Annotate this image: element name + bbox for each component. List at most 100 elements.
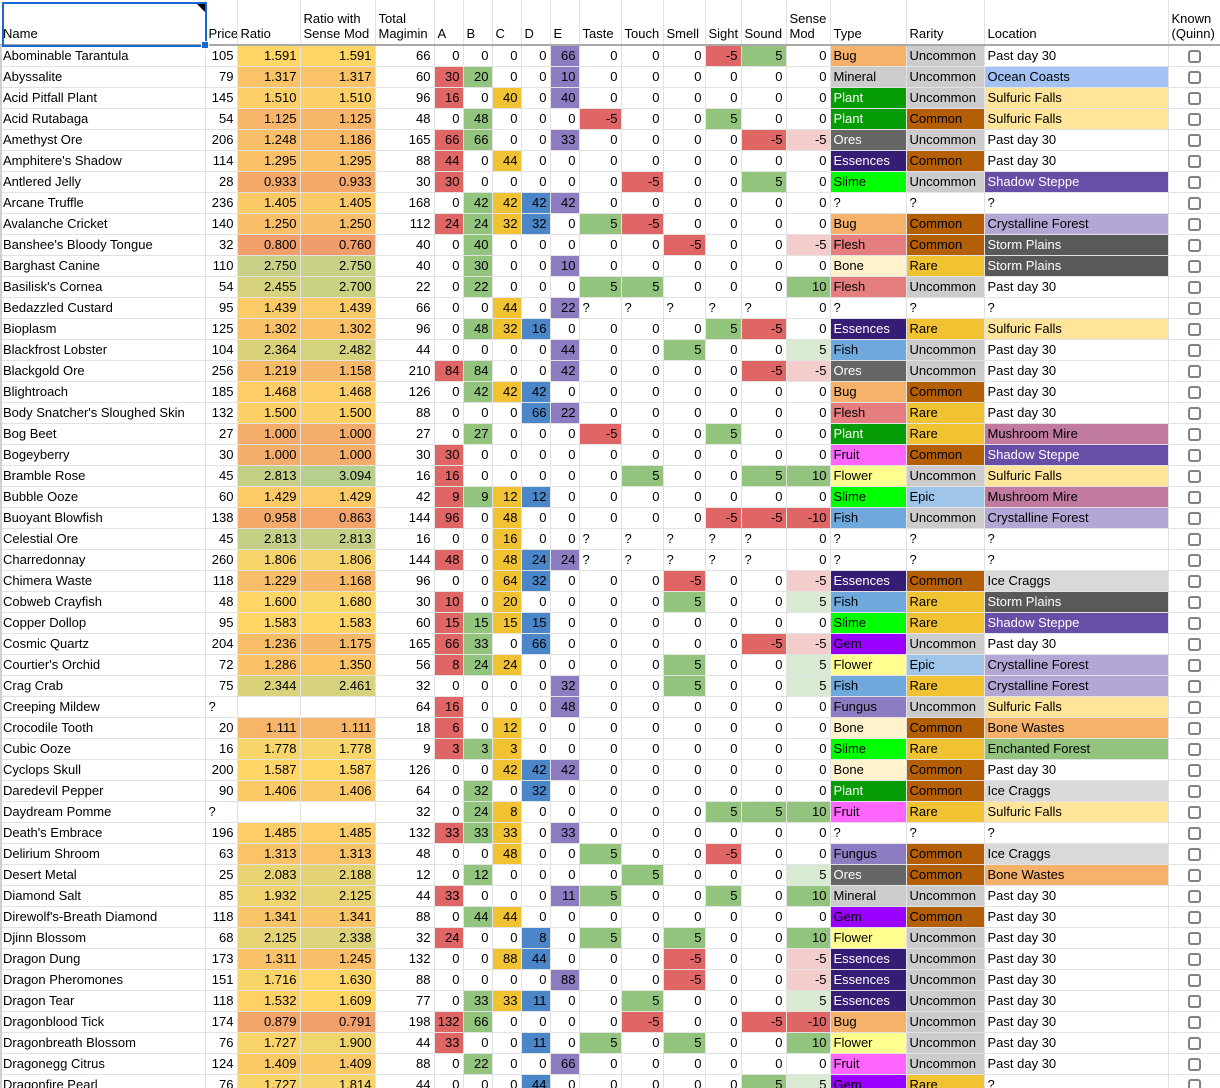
cell-location[interactable]: ? — [984, 549, 1169, 571]
cell-known[interactable] — [1168, 738, 1220, 760]
cell-taste[interactable]: 0 — [579, 717, 622, 739]
cell-ratio[interactable]: 1.778 — [237, 738, 301, 760]
cell-b[interactable]: 0 — [463, 969, 493, 991]
cell-total[interactable]: 48 — [375, 843, 435, 865]
cell-price[interactable]: 118 — [205, 906, 238, 928]
cell-ratio[interactable]: 1.510 — [237, 87, 301, 109]
cell-ratio_sm[interactable]: 1.630 — [300, 969, 376, 991]
cell-touch[interactable]: 0 — [621, 255, 664, 277]
cell-total[interactable]: 165 — [375, 129, 435, 151]
cell-ratio[interactable]: 1.500 — [237, 402, 301, 424]
cell-price[interactable]: 95 — [205, 297, 238, 319]
cell-touch[interactable]: 0 — [621, 1032, 664, 1054]
cell-known[interactable] — [1168, 780, 1220, 802]
cell-location[interactable]: Past day 30 — [984, 150, 1169, 172]
cell-taste[interactable]: 0 — [579, 402, 622, 424]
cell-touch[interactable]: 0 — [621, 486, 664, 508]
cell-type[interactable]: Plant — [830, 108, 907, 130]
cell-a[interactable]: 0 — [434, 423, 464, 445]
cell-smell[interactable]: 0 — [663, 633, 706, 655]
cell-sense_mod[interactable]: 5 — [786, 864, 831, 886]
cell-b[interactable]: 0 — [463, 549, 493, 571]
cell-touch[interactable]: 0 — [621, 969, 664, 991]
cell-smell[interactable]: 0 — [663, 906, 706, 928]
cell-c[interactable]: 0 — [492, 1074, 522, 1088]
cell-ratio_sm[interactable]: 1.000 — [300, 444, 376, 466]
cell-price[interactable]: 16 — [205, 738, 238, 760]
cell-b[interactable]: 0 — [463, 570, 493, 592]
cell-location[interactable]: Past day 30 — [984, 1032, 1169, 1054]
cell-b[interactable]: 24 — [463, 213, 493, 235]
cell-total[interactable]: 40 — [375, 255, 435, 277]
cell-total[interactable]: 144 — [375, 549, 435, 571]
cell-rarity[interactable]: Uncommon — [906, 360, 985, 382]
cell-total[interactable]: 12 — [375, 864, 435, 886]
cell-ratio[interactable]: 1.229 — [237, 570, 301, 592]
cell-price[interactable]: 104 — [205, 339, 238, 361]
column-header-rarity[interactable]: Rarity — [906, 0, 985, 46]
cell-touch[interactable]: 0 — [621, 318, 664, 340]
known-checkbox[interactable] — [1187, 868, 1201, 882]
cell-b[interactable]: 12 — [463, 864, 493, 886]
cell-a[interactable]: 16 — [434, 465, 464, 487]
cell-location[interactable]: Crystalline Forest — [984, 213, 1169, 235]
cell-type[interactable]: Fish — [830, 507, 907, 529]
cell-name[interactable]: Blightroach — [0, 381, 206, 403]
cell-c[interactable]: 33 — [492, 822, 522, 844]
cell-touch[interactable]: 0 — [621, 570, 664, 592]
cell-smell[interactable]: 0 — [663, 129, 706, 151]
cell-location[interactable]: Ice Craggs — [984, 570, 1169, 592]
cell-c[interactable]: 0 — [492, 276, 522, 298]
cell-sight[interactable]: 0 — [705, 570, 742, 592]
cell-touch[interactable]: 0 — [621, 906, 664, 928]
cell-sound[interactable]: 0 — [741, 864, 787, 886]
cell-touch[interactable]: 0 — [621, 339, 664, 361]
known-checkbox[interactable] — [1187, 490, 1201, 504]
cell-sense_mod[interactable]: 0 — [786, 780, 831, 802]
cell-rarity[interactable]: Rare — [906, 255, 985, 277]
cell-ratio_sm[interactable] — [300, 696, 376, 718]
cell-c[interactable]: 0 — [492, 885, 522, 907]
cell-sight[interactable]: 0 — [705, 969, 742, 991]
known-checkbox[interactable] — [1187, 910, 1201, 924]
cell-sense_mod[interactable]: 0 — [786, 171, 831, 193]
cell-e[interactable]: 0 — [550, 171, 580, 193]
cell-ratio_sm[interactable]: 1.168 — [300, 570, 376, 592]
cell-sound[interactable]: 0 — [741, 402, 787, 424]
cell-a[interactable]: 0 — [434, 192, 464, 214]
cell-ratio_sm[interactable]: 1.000 — [300, 423, 376, 445]
cell-price[interactable]: 20 — [205, 717, 238, 739]
cell-ratio_sm[interactable]: 0.863 — [300, 507, 376, 529]
cell-e[interactable]: 0 — [550, 801, 580, 823]
cell-ratio_sm[interactable]: 1.609 — [300, 990, 376, 1012]
cell-ratio[interactable]: 2.125 — [237, 927, 301, 949]
cell-ratio[interactable]: 1.317 — [237, 66, 301, 88]
cell-smell[interactable]: 0 — [663, 801, 706, 823]
cell-sound[interactable]: ? — [741, 297, 787, 319]
cell-type[interactable]: ? — [830, 192, 907, 214]
cell-rarity[interactable]: Common — [906, 570, 985, 592]
cell-ratio[interactable]: 1.932 — [237, 885, 301, 907]
cell-rarity[interactable]: Uncommon — [906, 885, 985, 907]
cell-sound[interactable]: 0 — [741, 192, 787, 214]
cell-location[interactable]: Past day 30 — [984, 633, 1169, 655]
cell-name[interactable]: Basilisk's Cornea — [0, 276, 206, 298]
cell-location[interactable]: Storm Plains — [984, 255, 1169, 277]
cell-d[interactable]: 32 — [521, 213, 551, 235]
cell-total[interactable]: 64 — [375, 780, 435, 802]
cell-type[interactable]: Bone — [830, 759, 907, 781]
cell-total[interactable]: 88 — [375, 1053, 435, 1075]
known-checkbox[interactable] — [1187, 847, 1201, 861]
cell-d[interactable]: 0 — [521, 150, 551, 172]
cell-c[interactable]: 44 — [492, 297, 522, 319]
cell-a[interactable]: 15 — [434, 612, 464, 634]
known-checkbox[interactable] — [1187, 994, 1201, 1008]
cell-ratio_sm[interactable]: 2.188 — [300, 864, 376, 886]
cell-ratio_sm[interactable]: 1.158 — [300, 360, 376, 382]
cell-name[interactable]: Avalanche Cricket — [0, 213, 206, 235]
cell-total[interactable]: 144 — [375, 507, 435, 529]
cell-type[interactable]: Flower — [830, 1032, 907, 1054]
known-checkbox[interactable] — [1187, 784, 1201, 798]
cell-d[interactable]: 66 — [521, 633, 551, 655]
cell-sight[interactable]: 0 — [705, 360, 742, 382]
